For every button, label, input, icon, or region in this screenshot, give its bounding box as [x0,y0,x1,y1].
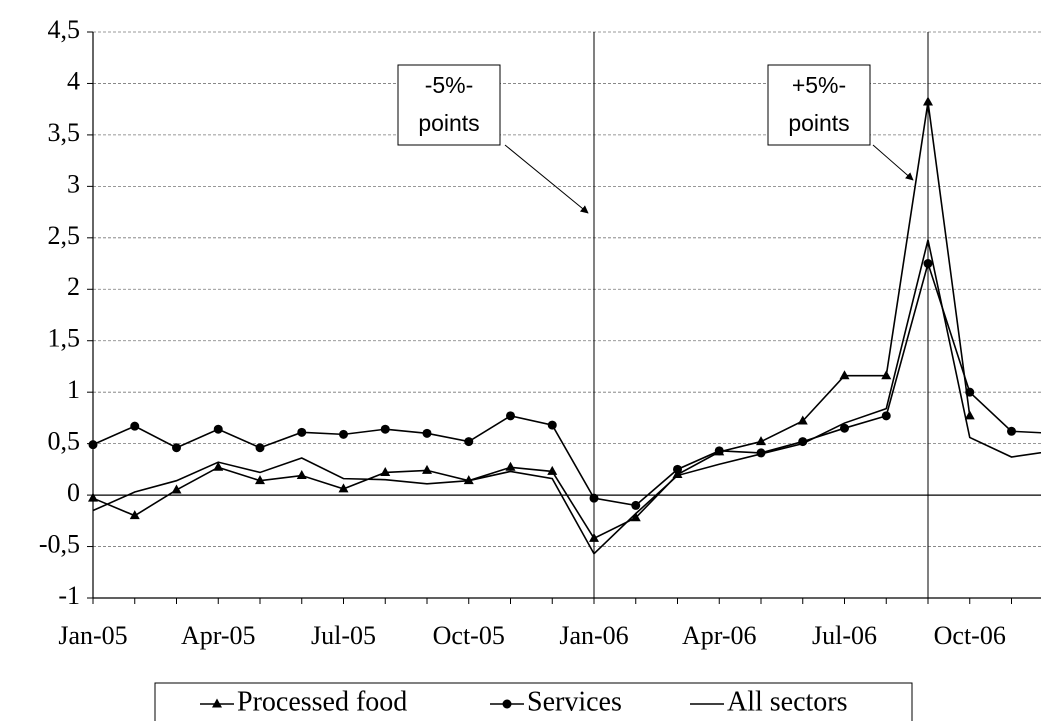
marker [88,492,98,502]
marker [297,427,307,437]
annotation-text: points [418,110,479,136]
legend-label: Processed food [237,686,407,717]
marker [213,424,223,434]
legend-label: Services [527,686,622,717]
x-tick-label: Jul-05 [311,621,376,650]
marker [380,424,390,434]
marker [840,423,849,433]
y-tick-label: 2 [67,272,80,301]
marker [589,493,599,503]
marker [339,429,348,439]
marker [797,415,808,425]
series-line [92,239,1041,556]
marker [965,387,975,397]
x-tick-label: Apr-06 [682,621,757,650]
marker [714,446,724,456]
y-tick-label: 3,5 [48,118,81,147]
marker [756,436,766,446]
y-tick-label: 1 [67,375,80,404]
annotation-arrow [504,144,589,214]
x-tick-label: Jul-06 [812,621,877,650]
annotation-text: -5%- [425,72,474,98]
marker [296,470,307,480]
annotation-arrow [872,144,914,181]
series-line [92,260,1041,507]
x-tick-label: Apr-05 [181,621,256,650]
y-tick-label: -1 [58,581,80,610]
annotation-box [767,64,871,146]
annotation-text: +5%- [792,72,846,98]
annotation-box [397,64,501,146]
marker [422,464,432,474]
marker [255,475,265,485]
y-tick-label: 4 [67,66,80,95]
y-tick-label: 2,5 [48,221,81,250]
y-tick-label: 3 [67,169,80,198]
marker [589,532,599,542]
marker [129,510,140,520]
annotation-text: points [788,110,849,136]
marker [213,461,224,471]
marker [673,464,682,474]
marker [839,370,850,380]
marker [88,440,98,450]
marker [255,443,265,453]
marker [464,437,474,447]
marker [130,421,140,431]
y-tick-label: 0,5 [48,427,81,456]
series-line [92,101,971,540]
plot-area [88,96,1041,556]
marker [630,512,641,522]
marker [881,411,891,421]
y-tick-label: -0,5 [39,530,80,559]
marker [1007,426,1016,436]
marker [505,461,516,471]
marker [338,483,349,493]
marker [631,500,641,510]
y-tick-label: 4,5 [48,15,81,44]
marker [171,484,182,494]
x-tick-label: Jan-05 [58,621,127,650]
legend-marker [502,699,512,709]
marker [506,411,515,421]
legend-marker [212,698,222,708]
marker [422,428,432,438]
marker [923,96,933,106]
marker [964,410,975,420]
marker [547,465,558,475]
y-tick-label: 0 [67,478,80,507]
marker [923,259,933,269]
marker [881,370,892,380]
legend-box [154,682,913,721]
marker [463,475,474,485]
x-tick-label: Oct-06 [934,621,1006,650]
y-tick-label: 1,5 [48,324,81,353]
legend-label: All sectors [727,686,848,717]
marker [172,443,181,453]
marker [547,420,557,430]
x-tick-label: Jan-06 [559,621,628,650]
x-tick-label: Oct-05 [433,621,505,650]
marker [380,466,391,476]
